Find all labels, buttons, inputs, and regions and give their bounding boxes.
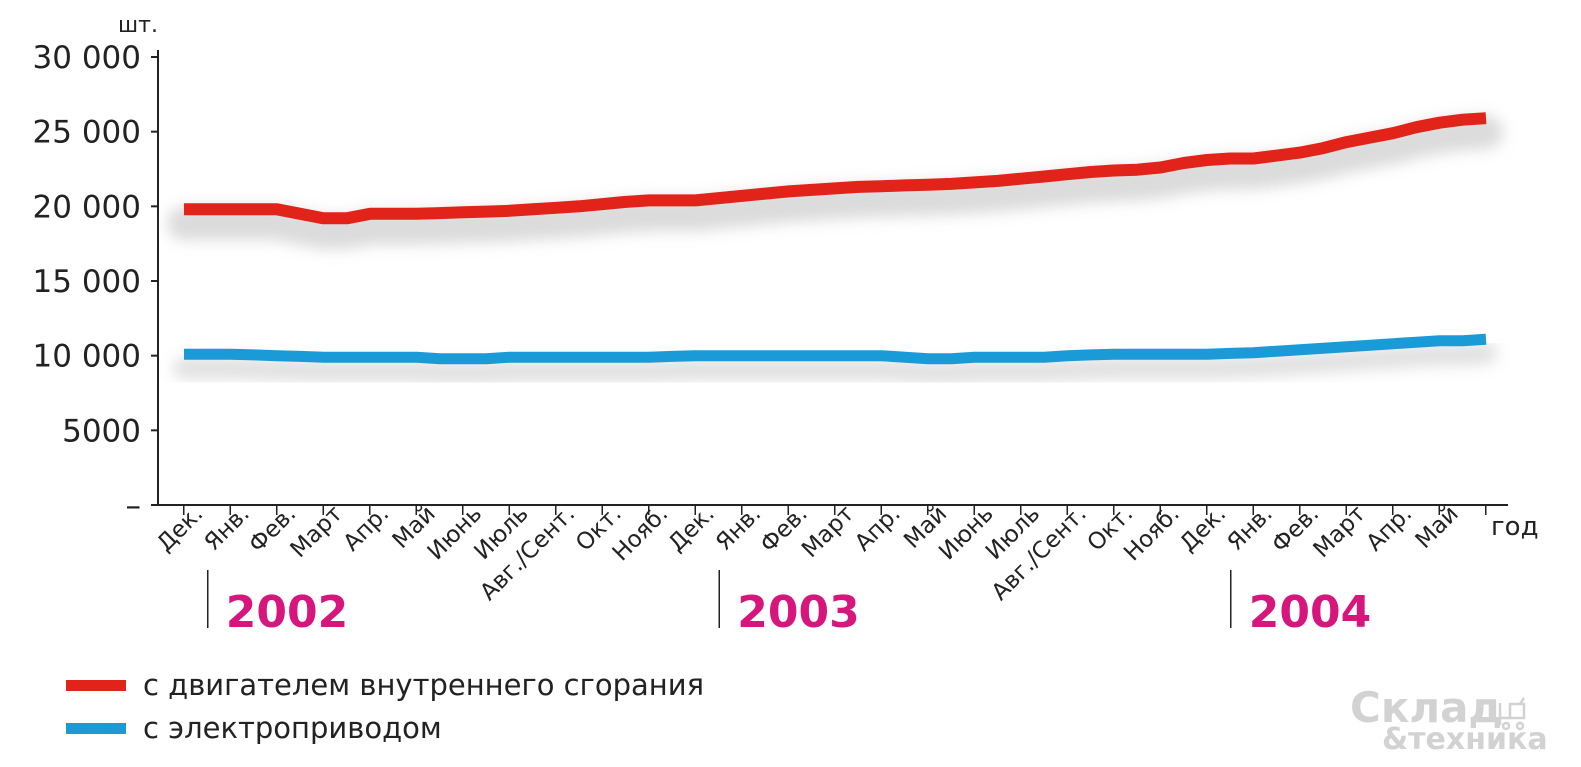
x-tick-label: Янв. [711, 501, 766, 556]
y-axis-unit-label: шт. [118, 13, 158, 38]
y-axis: 30 000 25 000 20 000 15 000 10 000 5000 – [33, 40, 159, 524]
x-tick-label: Апр. [1362, 501, 1418, 557]
x-tick-label: Март [797, 501, 859, 563]
y-tick-label: 20 000 [33, 189, 141, 225]
legend-swatch-ice [66, 680, 126, 691]
y-tick-label: 10 000 [33, 339, 141, 375]
series-line-ice [184, 112, 1487, 225]
forklift-icon [1498, 697, 1526, 731]
x-axis-unit-label: год [1491, 512, 1539, 542]
year-groups: 2002 2003 2004 [207, 570, 1371, 638]
legend: с двигателем внутреннего сгорания с элек… [66, 668, 704, 745]
year-label: 2003 [737, 587, 859, 638]
x-tick-label: Янв. [200, 501, 255, 556]
x-tick-label: Март [1309, 501, 1371, 563]
y-tick-label: 30 000 [33, 40, 141, 76]
legend-swatch-electric [66, 723, 126, 734]
legend-item-electric: с электроприводом [66, 711, 442, 745]
series-shadow [173, 342, 1497, 384]
y-tick-label: 25 000 [33, 115, 141, 151]
x-tick-label: Дек. [152, 501, 208, 557]
x-tick-label: Март [286, 501, 348, 563]
legend-item-ice: с двигателем внутреннего сгорания [66, 668, 704, 702]
watermark-main-text: Склад [1350, 683, 1502, 732]
x-tick-label: Дек. [1175, 501, 1231, 557]
year-label: 2004 [1249, 587, 1371, 638]
year-label: 2002 [226, 587, 348, 638]
y-tick-label: 15 000 [33, 264, 141, 300]
watermark-logo: Склад &техника [1350, 683, 1548, 757]
series-line-electric [184, 333, 1487, 365]
x-tick-label: Дек. [664, 501, 720, 557]
x-tick-label: Янв. [1223, 501, 1278, 556]
series-shadow [167, 115, 1503, 250]
legend-label-electric: с электроприводом [143, 711, 442, 745]
x-tick-label: Апр. [850, 501, 906, 557]
x-tick-label: Апр. [339, 501, 395, 557]
legend-label-ice: с двигателем внутреннего сгорания [143, 668, 704, 702]
x-tick-label: Май [1411, 501, 1464, 554]
y-tick-label: – [126, 488, 142, 524]
y-tick-label: 5000 [62, 413, 141, 449]
series-layer [167, 112, 1503, 384]
